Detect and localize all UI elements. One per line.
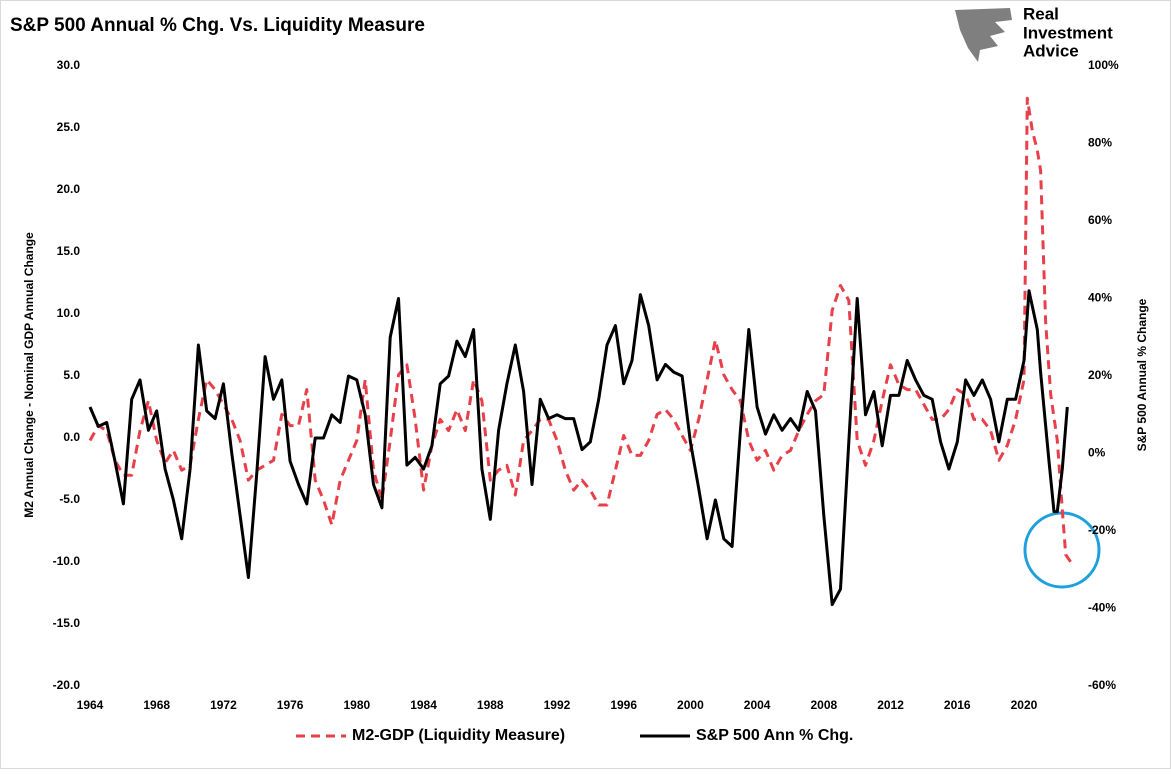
y2-tick-label: -20% <box>1088 523 1116 537</box>
y2-tick-label: 100% <box>1088 58 1119 72</box>
series-line <box>88 96 1072 563</box>
logo-text: Investment <box>1023 23 1113 42</box>
x-tick-label: 1964 <box>77 698 104 712</box>
logo-icon <box>955 8 1012 62</box>
y2-tick-label: 80% <box>1088 136 1112 150</box>
y2-tick-label: 20% <box>1088 368 1112 382</box>
y2-axis-label: S&P 500 Annual % Change <box>1135 298 1149 451</box>
x-tick-label: 1980 <box>343 698 370 712</box>
y2-tick-label: 40% <box>1088 291 1112 305</box>
x-tick-label: 2004 <box>744 698 771 712</box>
y2-tick-label: -60% <box>1088 678 1116 692</box>
y-tick-label: -20.0 <box>53 678 81 692</box>
y-axis-label: M2 Annual Change - Nominal GDP Annual Ch… <box>22 232 36 518</box>
x-tick-label: 1972 <box>210 698 237 712</box>
x-tick-label: 2008 <box>810 698 837 712</box>
x-tick-label: 1976 <box>277 698 304 712</box>
y-tick-label: 5.0 <box>63 368 80 382</box>
x-tick-label: 1996 <box>610 698 637 712</box>
x-tick-label: 2020 <box>1011 698 1038 712</box>
chart-title: S&P 500 Annual % Chg. Vs. Liquidity Meas… <box>10 15 425 36</box>
y-tick-label: -5.0 <box>59 492 80 506</box>
y-tick-label: 15.0 <box>57 244 81 258</box>
y-tick-label: 25.0 <box>57 120 81 134</box>
x-tick-label: 1988 <box>477 698 504 712</box>
y-tick-label: 10.0 <box>57 306 81 320</box>
y-tick-label: 20.0 <box>57 182 81 196</box>
y2-tick-label: 0% <box>1088 446 1106 460</box>
x-tick-label: 1968 <box>143 698 170 712</box>
y2-tick-label: 60% <box>1088 213 1112 227</box>
y-tick-label: -10.0 <box>53 554 81 568</box>
logo-text: Advice <box>1023 41 1079 60</box>
series-line <box>88 289 1069 607</box>
logo: Real Investment Advice <box>955 4 1113 62</box>
x-tick-label: 1992 <box>544 698 571 712</box>
x-tick-label: 1984 <box>410 698 437 712</box>
x-tick-label: 2016 <box>944 698 971 712</box>
y-tick-label: 30.0 <box>57 58 81 72</box>
legend-label: M2-GDP (Liquidity Measure) <box>352 727 565 744</box>
legend-label: S&P 500 Ann % Chg. <box>696 727 853 744</box>
y-tick-label: 0.0 <box>63 430 80 444</box>
y2-tick-label: -40% <box>1088 601 1116 615</box>
y-tick-label: -15.0 <box>53 616 81 630</box>
logo-text: Real <box>1023 4 1059 23</box>
x-tick-label: 2000 <box>677 698 704 712</box>
x-tick-label: 2012 <box>877 698 904 712</box>
